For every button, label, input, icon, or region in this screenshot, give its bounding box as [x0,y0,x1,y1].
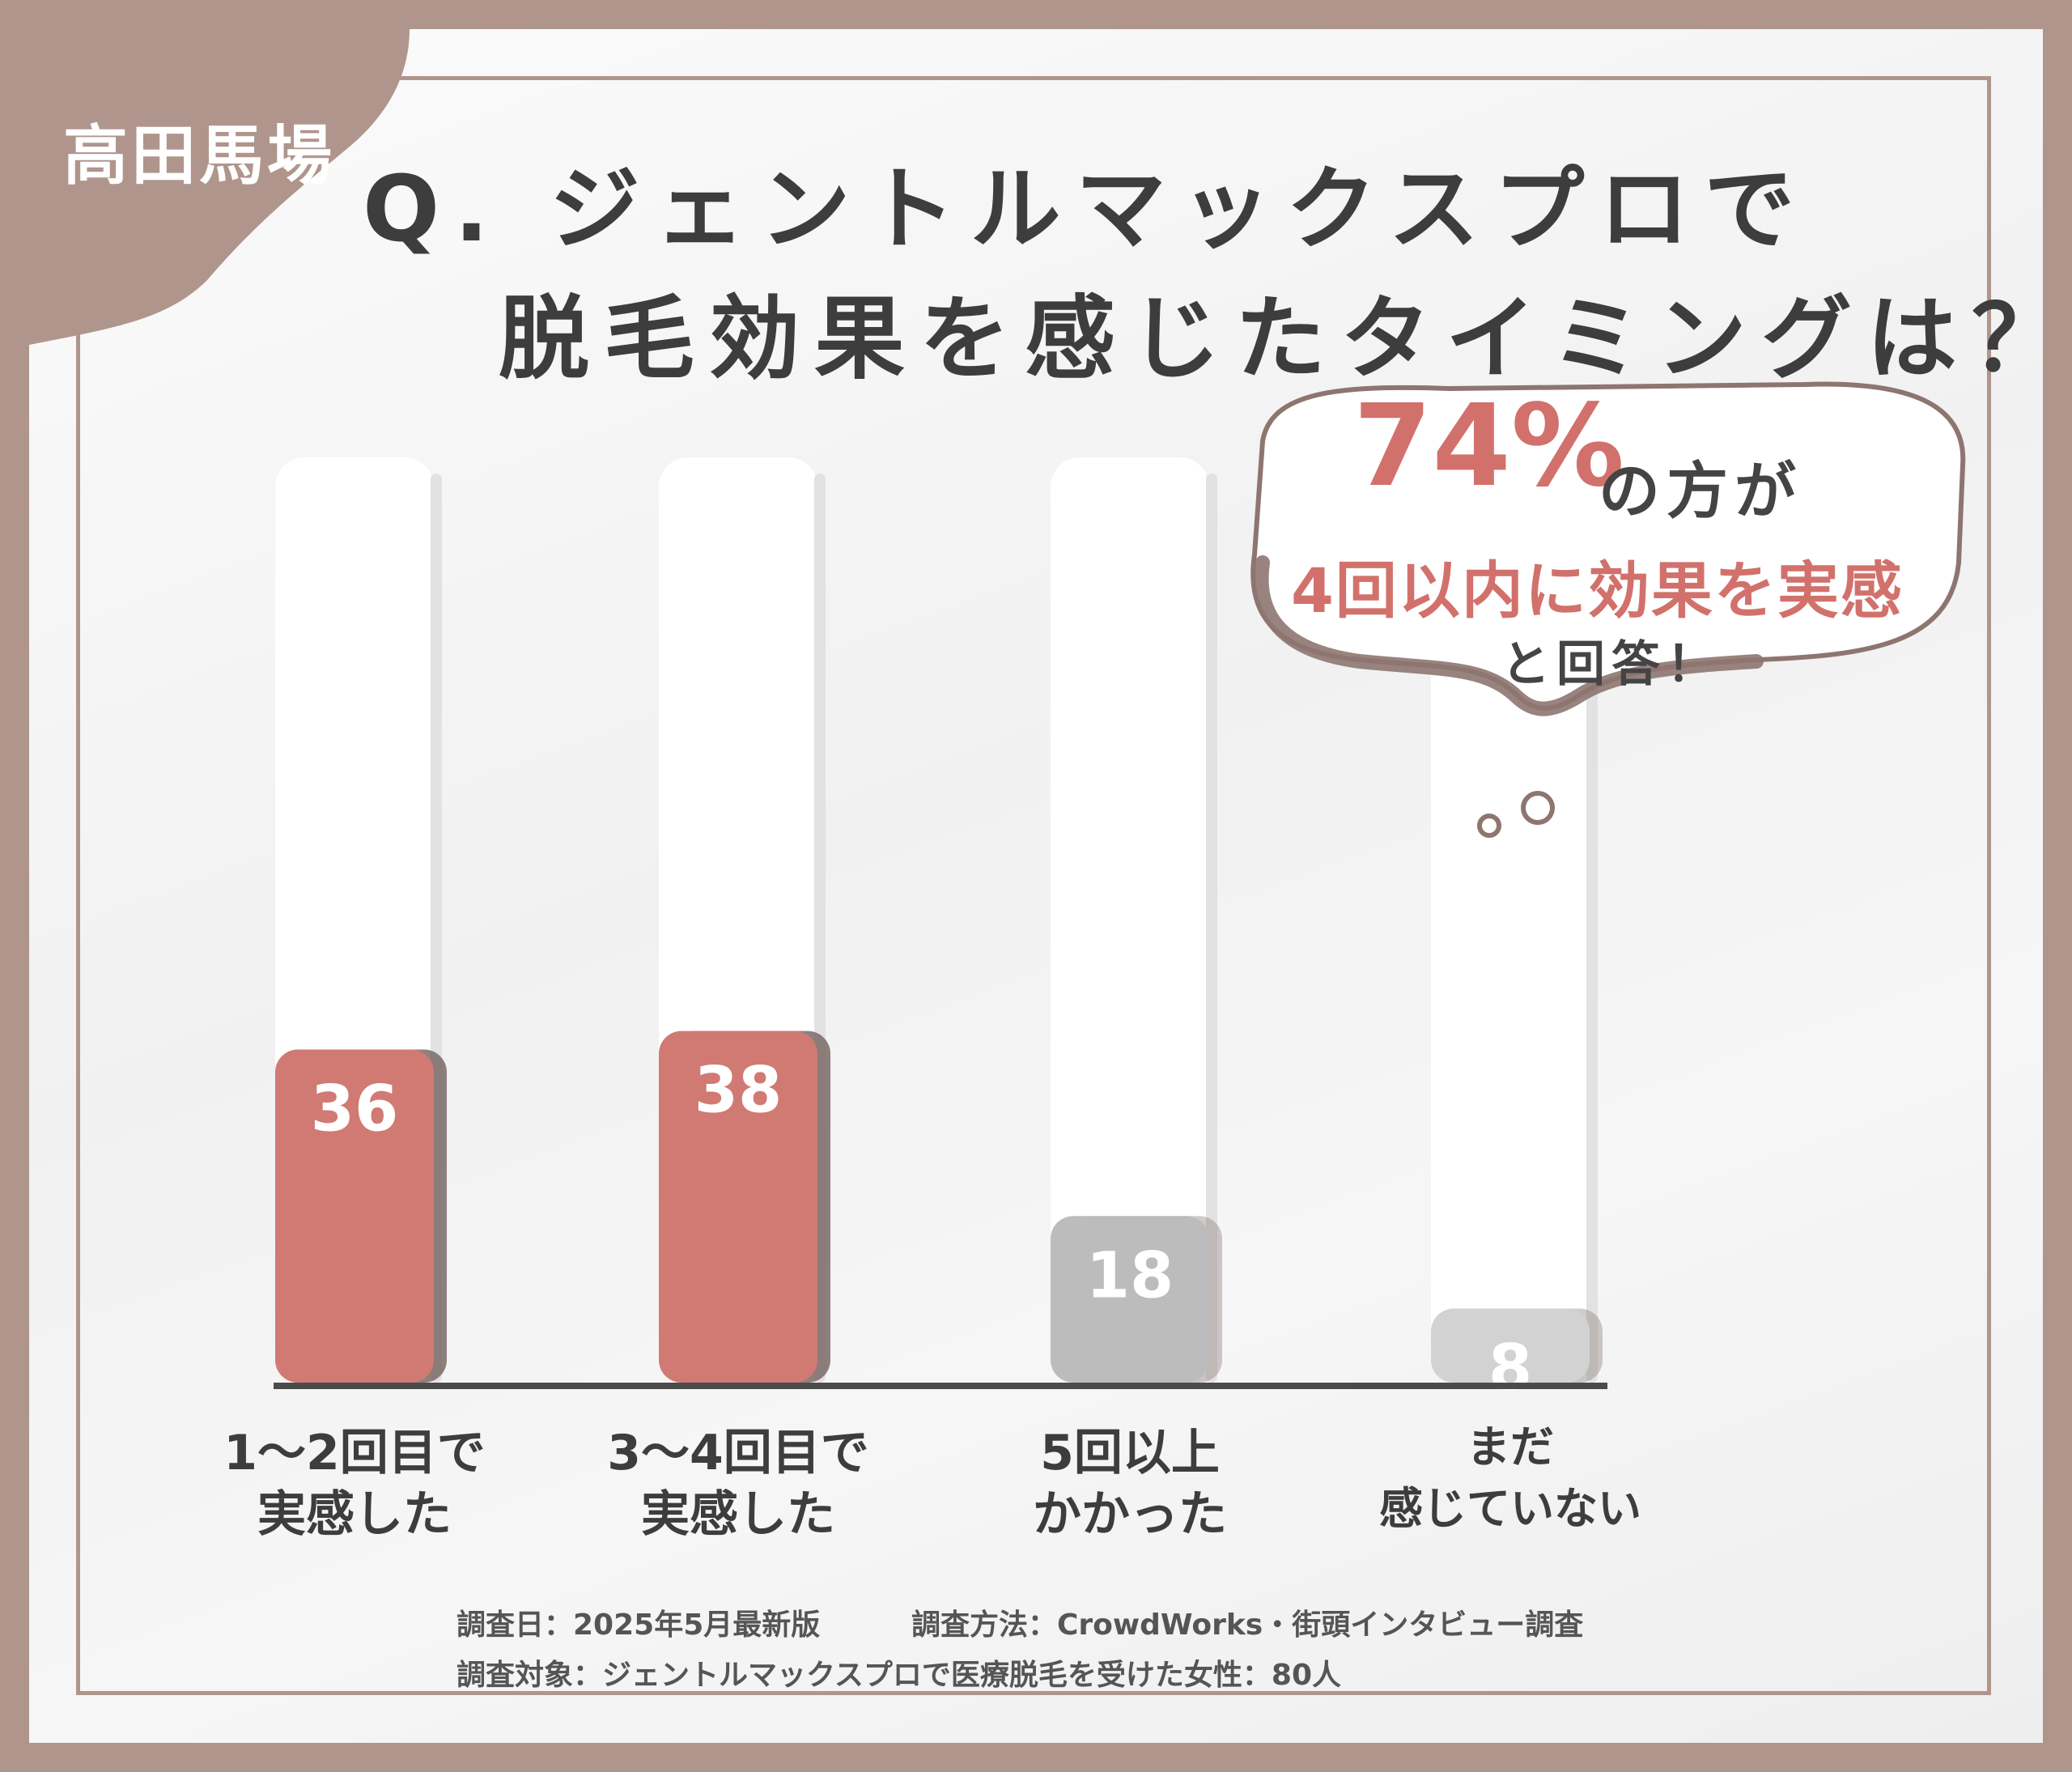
inner-frame [76,76,1991,1695]
question-title-line-2: 脱毛効果を感じたタイミングは？ [499,287,2072,392]
category-label: 1〜2回目で [223,1425,486,1481]
bar-value-label: 38 [694,1055,783,1128]
callout-line-1: の方が [1599,455,1802,527]
callout-line-3: と回答！ [1501,636,1722,693]
bar [1431,1308,1590,1383]
category-label: 実感した [257,1486,452,1543]
category-label: まだ [1467,1421,1554,1472]
location-tag-shape [29,29,410,345]
callout-line-2: 4回以内に効果を実感 [1291,555,1904,627]
bar-track [1051,457,1209,1383]
bar [275,1049,434,1383]
footnote-survey-date: 調査日：2025年5月最新版 [456,1608,821,1642]
location-tag-label: 高田馬場 [63,118,335,193]
bar [659,1030,817,1383]
footnote-survey-target: 調査対象：ジェントルマックスプロで医療脱毛を受けた女性：80人 [456,1659,1342,1692]
bar [1051,1216,1209,1383]
footnote-survey-method: 調査方法：CrowdWorks・街頭インタビュー調査 [911,1608,1584,1642]
bar-value-label: 8 [1488,1332,1532,1405]
bar-track-shadow [1586,474,1598,1383]
category-label: 5回以上 [1040,1425,1220,1481]
bar-track-shadow [1206,474,1217,1383]
category-label: 感じていない [1379,1483,1641,1534]
question-title-line-1: Q. ジェントルマックスプロで [363,157,1810,262]
callout-percent: 74% [1353,380,1625,512]
category-label: かかった [1033,1486,1227,1543]
category-label: 3〜4回目で [607,1425,869,1481]
speech-bubble [1250,381,1966,838]
category-label: 実感した [641,1486,835,1543]
bar-value-label: 36 [311,1073,399,1146]
bar-value-label: 18 [1086,1239,1174,1312]
